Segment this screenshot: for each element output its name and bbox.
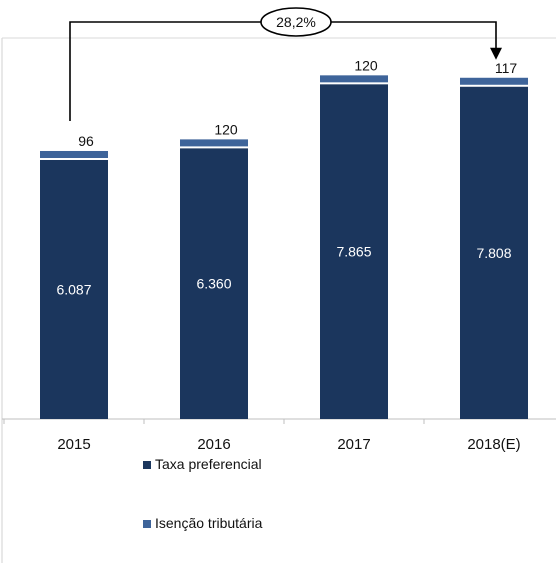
legend: Taxa preferencial Isenção tributária [143, 456, 263, 531]
data-label-taxa-preferencial: 6.087 [56, 281, 91, 297]
x-tick-label: 2017 [337, 436, 370, 453]
legend-swatch-taxa-preferencial [143, 461, 151, 469]
data-label-isencao-tributaria: 96 [78, 133, 94, 149]
bar-isencao-tributaria-2017 [320, 75, 388, 83]
legend-entry-isencao-tributaria: Isenção tributária [155, 515, 263, 531]
labels-group: 2015 6.087 96 2016 6.360 120 2017 7.865 120 2018(… [56, 57, 520, 453]
x-tick-label: 2016 [197, 436, 230, 453]
bars-group [40, 75, 528, 420]
data-label-taxa-preferencial: 7.865 [336, 244, 371, 260]
legend-swatch-isencao-tributaria [143, 520, 151, 528]
bar-taxa-preferencial-2016 [180, 148, 248, 419]
bar-taxa-preferencial-2018-e [460, 86, 528, 420]
growth-annotation: 28,2% [69, 7, 502, 121]
data-label-isencao-tributaria: 117 [495, 60, 518, 76]
arrowhead-icon [490, 47, 502, 60]
legend-entry-taxa-preferencial: Taxa preferencial [155, 456, 262, 472]
bar-taxa-preferencial-2015 [40, 159, 108, 419]
bar-isencao-tributaria-2016 [180, 139, 248, 147]
bar-isencao-tributaria-2015 [40, 150, 108, 158]
x-tick-label: 2015 [57, 436, 90, 453]
annotation-connector-line [69, 21, 497, 121]
x-tick-label: 2018(E) [467, 436, 520, 453]
annotation-label: 28,2% [276, 14, 316, 30]
data-label-isencao-tributaria: 120 [214, 121, 238, 137]
data-label-taxa-preferencial: 6.360 [196, 276, 231, 292]
bar-isencao-tributaria-2018-e [460, 77, 528, 85]
annotation-bubble [260, 7, 332, 37]
data-label-isencao-tributaria: 120 [354, 57, 378, 73]
bar-taxa-preferencial-2017 [320, 84, 388, 420]
data-label-taxa-preferencial: 7.808 [476, 245, 511, 261]
